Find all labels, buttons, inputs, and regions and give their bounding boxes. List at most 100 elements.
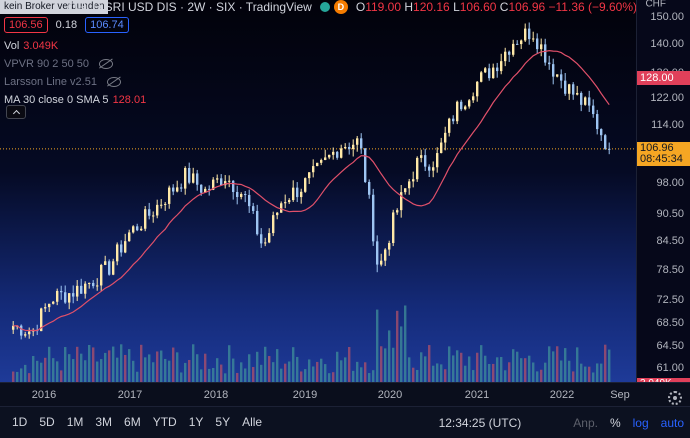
range-all-button[interactable]: Alle: [236, 413, 268, 431]
ask-price-button[interactable]: 106.74: [85, 17, 129, 33]
volume-bar: [408, 357, 411, 382]
candle-body: [600, 129, 603, 136]
range-1m-button[interactable]: 1M: [61, 413, 90, 431]
volume-bar: [404, 305, 407, 382]
candle-body: [376, 241, 379, 265]
price-tick: 114.00: [651, 119, 684, 131]
candle-body: [68, 293, 71, 303]
volume-bar: [304, 369, 307, 382]
volume-bar: [456, 350, 459, 382]
volume-bar: [596, 363, 599, 382]
volume-bar: [500, 356, 503, 382]
candle-body: [452, 118, 455, 122]
range-ytd-button[interactable]: YTD: [147, 413, 183, 431]
settings-button[interactable]: [668, 389, 682, 407]
adjust-toggle[interactable]: Anp.: [573, 415, 598, 430]
bid-price-button[interactable]: 106.56: [4, 17, 48, 33]
volume-bar: [128, 349, 131, 382]
range-1d-button[interactable]: 1D: [6, 413, 33, 431]
volume-bar: [248, 354, 251, 382]
candle-body: [156, 204, 159, 216]
candle-body: [200, 184, 203, 193]
volume-bar: [84, 360, 87, 382]
candle-body: [468, 100, 471, 107]
candle-body: [52, 301, 55, 304]
log-scale-toggle[interactable]: log: [632, 415, 649, 430]
volume-bar: [204, 353, 207, 382]
volume-bar: [60, 370, 63, 382]
candle-body: [88, 282, 91, 284]
volume-bar: [580, 363, 583, 382]
candle-body: [540, 44, 543, 50]
candle-body: [208, 188, 211, 190]
candle-body: [96, 285, 99, 287]
volume-bar: [336, 351, 339, 382]
candle-body: [300, 191, 303, 198]
volume-bar: [568, 360, 571, 382]
volume-bar: [176, 352, 179, 382]
vpvr-indicator[interactable]: VPVR 90 2 50 50: [4, 58, 114, 70]
price-tick: 78.50: [656, 264, 684, 276]
range-3m-button[interactable]: 3M: [89, 413, 118, 431]
candle-body: [220, 178, 223, 186]
volume-bar: [460, 352, 463, 382]
candle-body: [276, 212, 279, 216]
candle-body: [180, 187, 183, 189]
candle-body: [84, 283, 87, 294]
volume-bar: [108, 350, 111, 382]
range-5y-button[interactable]: 5Y: [209, 413, 236, 431]
volume-bar: [384, 348, 387, 382]
range-6m-button[interactable]: 6M: [118, 413, 147, 431]
volume-bar: [432, 365, 435, 382]
percent-toggle[interactable]: %: [609, 415, 621, 430]
candle-body: [412, 179, 415, 182]
symbol-title[interactable]: ORLD SRI USD DIS · 2W · SIX · TradingVie…: [68, 0, 312, 14]
candle-body: [384, 249, 387, 261]
candle-body: [60, 290, 63, 293]
volume-bar: [40, 362, 43, 382]
range-1y-button[interactable]: 1Y: [183, 413, 210, 431]
volume-bar: [544, 362, 547, 382]
volume-bar: [148, 354, 151, 382]
volume-indicator[interactable]: Vol 3.049K: [4, 40, 58, 52]
eye-off-icon[interactable]: [99, 59, 114, 69]
volume-bar: [416, 369, 419, 382]
time-axis[interactable]: 2016 2017 2018 2019 2020 2021 2022 Sep: [0, 382, 690, 406]
eye-off-icon[interactable]: [106, 77, 121, 87]
bottom-toolbar: 1D 5D 1M 3M 6M YTD 1Y 5Y Alle 12:34:25 (…: [0, 406, 690, 437]
volume-bar: [88, 344, 91, 382]
collapse-indicators-button[interactable]: [6, 105, 26, 119]
volume-bar: [532, 362, 535, 382]
candle-body: [392, 212, 395, 244]
chart-canvas[interactable]: kein Broker verbunden ORLD SRI USD DIS ·…: [0, 0, 636, 382]
utc-clock[interactable]: 12:34:25 (UTC): [438, 415, 522, 430]
volume-bar: [168, 360, 171, 382]
volume-bar: [412, 367, 415, 382]
candle-body: [352, 144, 355, 150]
auto-scale-toggle[interactable]: auto: [660, 415, 684, 430]
symbol-header[interactable]: ORLD SRI USD DIS · 2W · SIX · TradingVie…: [68, 0, 636, 14]
candle-body: [144, 209, 147, 229]
volume-bar: [548, 346, 551, 382]
volume-bar: [348, 346, 351, 382]
candle-body: [488, 68, 491, 79]
volume-bar: [236, 372, 239, 382]
candle-body: [508, 51, 511, 55]
candle-body: [380, 260, 383, 265]
volume-bar: [212, 367, 215, 382]
volume-bar: [372, 370, 375, 382]
time-label: 2019: [292, 389, 318, 401]
ma-indicator[interactable]: MA 30 close 0 SMA 5 128.01: [4, 94, 146, 106]
candle-body: [364, 148, 367, 182]
volume-bar: [144, 357, 147, 382]
range-5d-button[interactable]: 5D: [33, 413, 60, 431]
larsson-indicator[interactable]: Larsson Line v2.51: [4, 76, 121, 88]
volume-bar: [344, 357, 347, 382]
candle-body: [360, 138, 363, 149]
price-scale[interactable]: CHF 150.00 140.00 130.00 122.00 114.00 9…: [636, 0, 690, 390]
candle-body: [240, 194, 243, 198]
candle-body: [316, 162, 319, 167]
candle-body: [460, 101, 463, 110]
candlestick-chart[interactable]: [0, 0, 636, 382]
chevron-up-icon: [12, 109, 20, 118]
